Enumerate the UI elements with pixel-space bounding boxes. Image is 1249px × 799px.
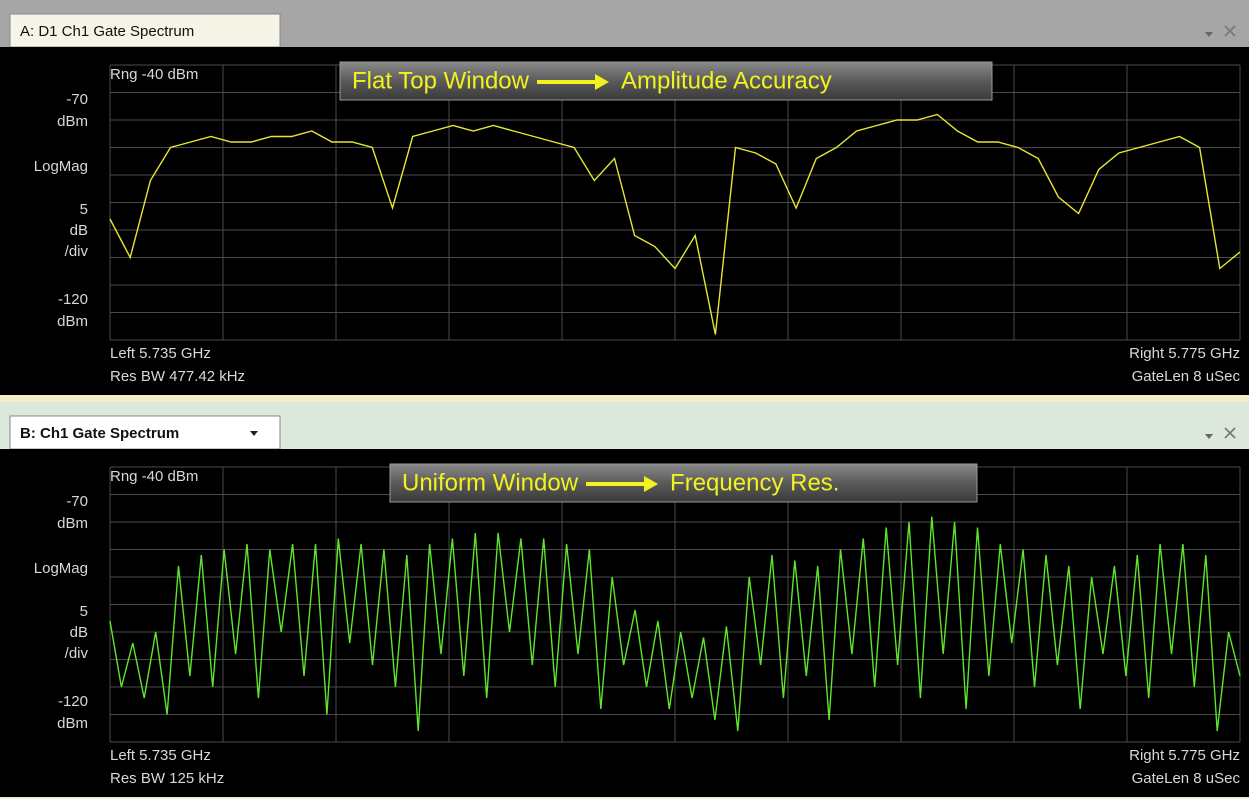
- left-freq: Left 5.735 GHz: [110, 345, 211, 362]
- tab[interactable]: [9, 13, 281, 48]
- annotation-box: [389, 463, 978, 503]
- tab-title[interactable]: A: D1 Ch1 Gate Spectrum: [20, 23, 194, 40]
- y-top-label: -70: [66, 91, 88, 108]
- scale-value: 5: [80, 201, 88, 218]
- annotation-left: Uniform Window: [402, 469, 579, 496]
- window-close[interactable]: [1224, 25, 1236, 37]
- res-bw: Res BW 477.42 kHz: [110, 368, 245, 385]
- panel: B: Ch1 Gate Spectrum Rng -40 dBm -70 dBm Log…: [0, 402, 1249, 799]
- format-label: LogMag: [34, 560, 88, 577]
- per-div: /div: [65, 645, 89, 662]
- tab-dropdown[interactable]: [250, 431, 258, 436]
- window-close[interactable]: [1224, 427, 1236, 439]
- annotation-left: Flat Top Window: [352, 67, 530, 94]
- left-freq: Left 5.735 GHz: [110, 747, 211, 764]
- trace: [109, 113, 1241, 335]
- tab[interactable]: [9, 415, 281, 450]
- res-bw: Res BW 125 kHz: [110, 770, 224, 787]
- scale-unit: dB: [70, 624, 88, 641]
- window-menu[interactable]: [1205, 32, 1213, 37]
- scale-value: 5: [80, 603, 88, 620]
- annotation-right: Frequency Res.: [670, 469, 839, 496]
- range-label: Rng -40 dBm: [110, 468, 198, 485]
- annotation-right: Amplitude Accuracy: [621, 67, 832, 94]
- tab-title[interactable]: B: Ch1 Gate Spectrum: [20, 425, 179, 442]
- y-unit: dBm: [57, 715, 88, 732]
- y-unit: dBm: [57, 313, 88, 330]
- y-unit: dBm: [57, 113, 88, 130]
- plot-area: [0, 449, 1249, 797]
- plot-area: [0, 47, 1249, 395]
- panel-separator: [0, 797, 1249, 799]
- y-bottom-label: -120: [58, 291, 88, 308]
- annotation-arrow: [536, 74, 609, 90]
- panel-separator: [0, 395, 1249, 402]
- gate-len: GateLen 8 uSec: [1132, 368, 1241, 385]
- scale-unit: dB: [70, 222, 88, 239]
- annotation-box: [339, 61, 993, 101]
- gate-len: GateLen 8 uSec: [1132, 770, 1241, 787]
- y-top-label: -70: [66, 493, 88, 510]
- trace: [109, 516, 1241, 732]
- right-freq: Right 5.775 GHz: [1129, 345, 1240, 362]
- annotation-arrow: [586, 476, 659, 492]
- right-freq: Right 5.775 GHz: [1129, 747, 1240, 764]
- y-unit: dBm: [57, 515, 88, 532]
- range-label: Rng -40 dBm: [110, 66, 198, 83]
- per-div: /div: [65, 243, 89, 260]
- panel: A: D1 Ch1 Gate Spectrum Rng -40 dBm -70 dBm…: [0, 0, 1249, 402]
- window-menu[interactable]: [1205, 434, 1213, 439]
- y-bottom-label: -120: [58, 693, 88, 710]
- format-label: LogMag: [34, 158, 88, 175]
